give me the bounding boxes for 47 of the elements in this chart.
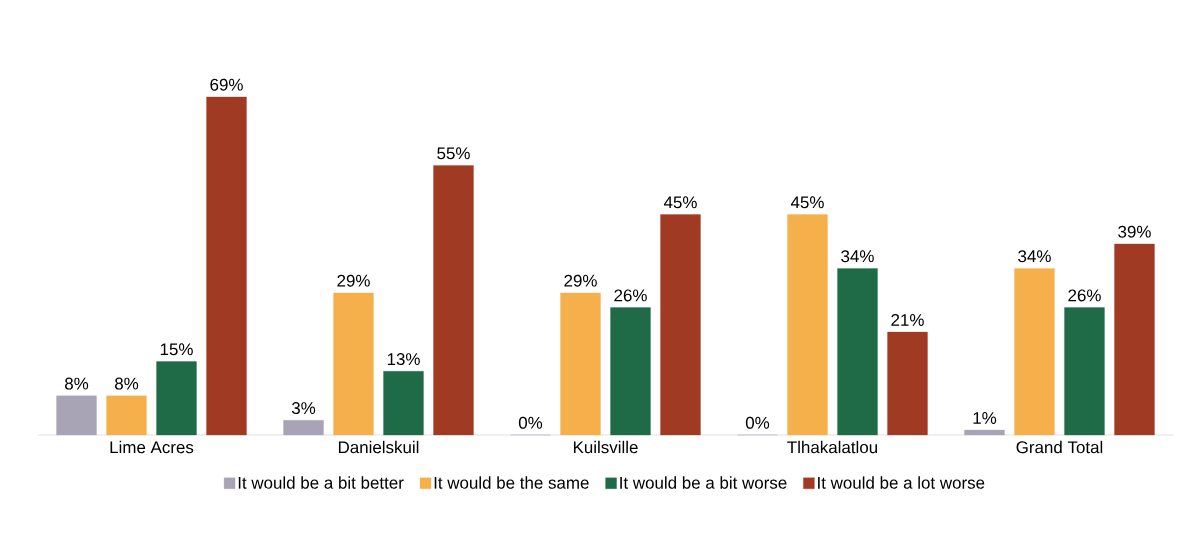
data-label: 29% <box>337 274 370 287</box>
data-label: 45% <box>663 196 697 209</box>
data-label: 21% <box>891 313 924 326</box>
x-tick-label: Grand Total <box>1016 440 1103 454</box>
data-label: 29% <box>564 274 597 287</box>
data-label: 8% <box>115 377 139 390</box>
data-label: 55% <box>437 147 470 160</box>
bar <box>787 214 828 436</box>
legend-label: It would be a bit better <box>238 476 404 489</box>
x-tick-label: Kuilsville <box>573 440 638 454</box>
bar <box>156 361 197 436</box>
data-label: 15% <box>160 343 193 356</box>
bar <box>560 292 601 436</box>
bar <box>660 214 701 436</box>
bar <box>206 96 247 436</box>
data-label: 26% <box>1068 289 1101 302</box>
bar <box>887 331 928 436</box>
x-tick-label: Tlhakalatlou <box>787 440 878 454</box>
legend-label: It would be a bit worse <box>620 476 787 489</box>
data-label: 45% <box>790 196 824 209</box>
x-tick-label: Danielskuil <box>338 440 419 454</box>
legend-label: It would be the same <box>434 476 589 489</box>
bar <box>433 165 474 436</box>
data-label: 3% <box>291 402 316 415</box>
data-label: 13% <box>387 353 420 366</box>
data-label: 34% <box>1018 250 1051 263</box>
legend-label: It would be a lot worse <box>818 476 985 489</box>
bar <box>383 371 424 436</box>
data-label: 8% <box>65 377 89 390</box>
data-label: 26% <box>614 289 647 302</box>
bar <box>1014 268 1055 436</box>
bar <box>106 395 147 436</box>
data-label: 39% <box>1118 225 1151 238</box>
bar <box>283 420 324 436</box>
bar <box>964 429 1005 436</box>
x-tick-label: Lime Acres <box>110 440 194 454</box>
bar <box>1114 243 1155 436</box>
data-label: 0% <box>745 416 770 429</box>
data-label: 1% <box>973 412 997 424</box>
bar <box>610 307 651 436</box>
bar <box>56 395 97 436</box>
data-label: 0% <box>518 416 543 429</box>
bar <box>1064 307 1105 436</box>
bar <box>837 268 878 436</box>
data-label: 34% <box>841 250 874 263</box>
bar <box>333 292 374 436</box>
data-label: 69% <box>210 78 243 91</box>
